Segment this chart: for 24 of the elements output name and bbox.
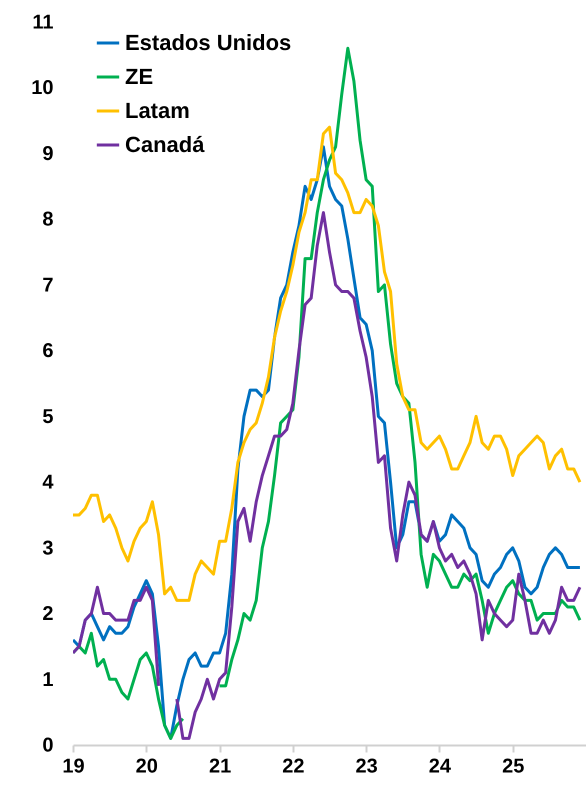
legend-label: Latam: [125, 98, 190, 123]
x-tick-label: 24: [428, 756, 452, 778]
x-tick-label: 22: [282, 756, 304, 778]
y-tick-label: 1: [42, 668, 54, 691]
y-tick-label: 7: [42, 274, 54, 296]
legend-label: ZE: [125, 64, 154, 89]
line-series: [73, 126, 582, 602]
y-tick-label: 2: [42, 603, 54, 626]
y-tick-label: 5: [42, 406, 54, 428]
y-tick-label: 3: [42, 537, 54, 560]
legend-label: Estados Unidos: [125, 30, 292, 55]
y-tick-label: 8: [42, 208, 54, 231]
x-tick-label: 23: [356, 756, 378, 778]
y-tick-label: 11: [32, 12, 54, 34]
y-tick-label: 6: [42, 340, 54, 362]
y-tick-label: 10: [31, 77, 54, 100]
legend-label: Canadá: [125, 132, 206, 157]
x-tick-label: 21: [208, 756, 232, 778]
y-tick-label: 9: [42, 142, 54, 165]
x-tick-label: 20: [136, 756, 158, 778]
y-tick-label: 4: [42, 472, 54, 494]
x-tick-label: 25: [502, 756, 524, 778]
x-tick-label: 19: [62, 756, 85, 778]
y-tick-label: 0: [42, 734, 54, 756]
